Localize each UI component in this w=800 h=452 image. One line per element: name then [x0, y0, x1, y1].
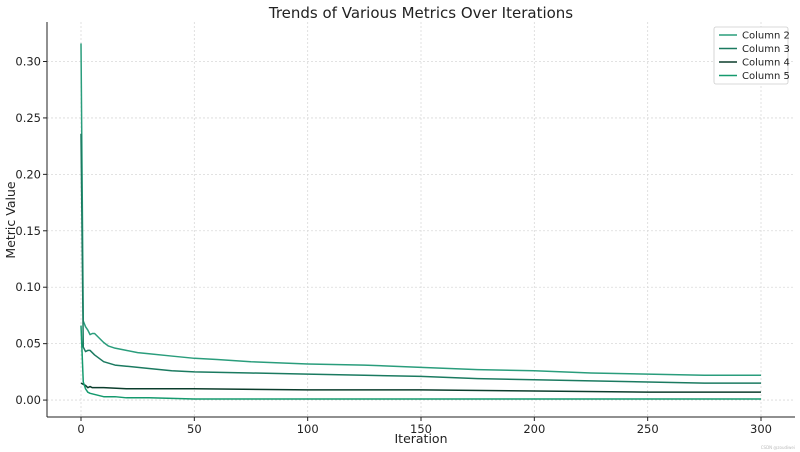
y-ticks: 0.00 0.05 0.10 0.15 0.20 0.25 0.30	[15, 55, 47, 407]
series-line-4	[80, 325, 761, 400]
legend-label-1: Column 2	[742, 31, 790, 42]
x-tick-label: 50	[187, 422, 202, 436]
y-axis-label: Metric Value	[3, 181, 18, 258]
legend-label-4: Column 5	[742, 71, 790, 82]
series-line-3	[80, 382, 761, 393]
x-tick-label: 0	[77, 422, 84, 436]
legend-box	[713, 26, 789, 85]
y-tick-label: 0.00	[15, 393, 41, 407]
chart-title: Trends of Various Metrics Over Iteration…	[268, 4, 573, 22]
series-line-2	[80, 133, 761, 384]
y-tick-label: 0.25	[15, 111, 41, 125]
legend: Column 2 Column 3 Column 4 Column 5	[713, 26, 790, 85]
y-tick-label: 0.20	[15, 167, 41, 181]
x-tick-label: 300	[750, 422, 772, 436]
series-lines	[80, 43, 761, 400]
x-tick-label: 100	[297, 422, 319, 436]
y-tick-label: 0.15	[15, 224, 41, 238]
x-tick-label: 150	[410, 422, 432, 436]
y-tick-label: 0.05	[15, 337, 41, 351]
x-tick-label: 200	[523, 422, 545, 436]
grid	[47, 22, 795, 417]
y-tick-label: 0.10	[15, 280, 41, 294]
x-tick-label: 250	[637, 422, 659, 436]
x-ticks: 0 50 100 150 200 250 300	[77, 417, 772, 436]
legend-label-2: Column 3	[742, 44, 790, 55]
series-line-1	[80, 43, 761, 376]
y-tick-label: 0.30	[15, 55, 41, 69]
watermark: CSDN @zoudiwei	[761, 445, 795, 450]
legend-label-3: Column 4	[742, 58, 790, 69]
x-axis-label: Iteration	[394, 431, 447, 446]
